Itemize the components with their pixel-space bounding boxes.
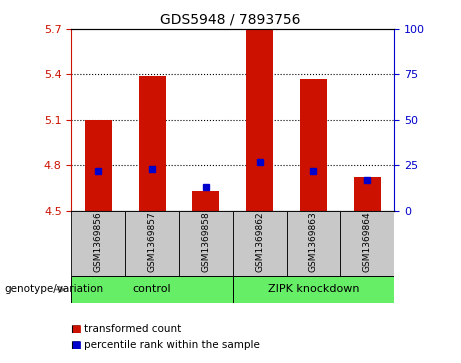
Text: ■ transformed count: ■ transformed count (71, 323, 182, 334)
FancyBboxPatch shape (340, 211, 394, 276)
Text: ZIPK knockdown: ZIPK knockdown (268, 285, 359, 294)
Text: ■: ■ (71, 323, 81, 334)
Bar (246, 29, 273, 211)
Text: GSM1369856: GSM1369856 (94, 212, 103, 272)
FancyBboxPatch shape (233, 211, 287, 276)
FancyBboxPatch shape (71, 276, 233, 303)
Text: ■: ■ (71, 340, 81, 350)
Text: control: control (133, 285, 171, 294)
Bar (193, 191, 219, 211)
FancyBboxPatch shape (71, 211, 125, 276)
Text: genotype/variation: genotype/variation (5, 285, 104, 294)
Bar (85, 120, 112, 211)
Bar (300, 79, 327, 211)
Text: GSM1369862: GSM1369862 (255, 212, 264, 272)
Text: GSM1369864: GSM1369864 (363, 212, 372, 272)
Bar (354, 177, 381, 211)
FancyBboxPatch shape (287, 211, 340, 276)
Text: GDS5948 / 7893756: GDS5948 / 7893756 (160, 13, 301, 27)
Text: GSM1369863: GSM1369863 (309, 212, 318, 272)
Text: GSM1369858: GSM1369858 (201, 212, 210, 272)
Bar (139, 76, 165, 211)
Text: GSM1369857: GSM1369857 (148, 212, 157, 272)
FancyBboxPatch shape (233, 276, 394, 303)
Text: ■ percentile rank within the sample: ■ percentile rank within the sample (71, 340, 260, 350)
FancyBboxPatch shape (179, 211, 233, 276)
FancyBboxPatch shape (125, 211, 179, 276)
